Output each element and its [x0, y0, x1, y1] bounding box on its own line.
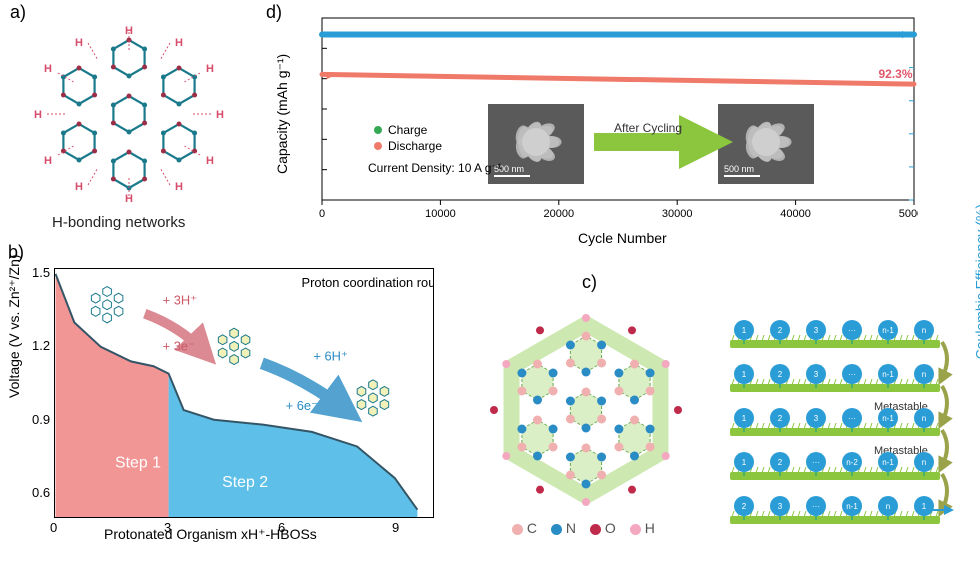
molecule-network: HHHHHHHHHHHH: [24, 24, 234, 204]
svg-text:H: H: [206, 63, 214, 75]
svg-text:···: ···: [848, 326, 856, 335]
svg-text:n-1: n-1: [882, 326, 894, 335]
svg-text:30000: 30000: [662, 208, 693, 220]
panel-a: a) HHHHHHHHHHHH H-bonding networks: [14, 4, 244, 234]
svg-text:H: H: [216, 109, 224, 121]
panel-b-ylabel: Voltage (V vs. Zn²⁺/Zn): [6, 254, 23, 398]
panel-d-ylabel-left: Capacity (mAh g⁻¹): [274, 54, 291, 174]
svg-text:n: n: [922, 458, 926, 467]
svg-text:H: H: [44, 63, 52, 75]
panel-d: d) Capacity (mAh g⁻¹) Coulombic Efficien…: [268, 4, 968, 264]
svg-text:H: H: [44, 155, 52, 167]
svg-text:0: 0: [319, 208, 325, 220]
panel-c-sequence: 123···n-1n123···n-1nMetastable123···n-1n…: [726, 314, 956, 534]
svg-text:n: n: [922, 370, 926, 379]
svg-text:3: 3: [778, 502, 783, 511]
svg-text:H: H: [175, 37, 183, 49]
svg-text:2: 2: [778, 370, 783, 379]
svg-text:···: ···: [848, 414, 856, 423]
svg-text:H: H: [175, 181, 183, 193]
svg-text:1: 1: [742, 414, 747, 423]
panel-d-ylabel-right: Coulombic Efficiency (%): [972, 204, 980, 359]
svg-text:+ 6e⁻: + 6e⁻: [286, 398, 318, 413]
svg-text:Step 2: Step 2: [222, 474, 268, 491]
svg-text:···: ···: [812, 502, 820, 511]
svg-text:+ 3e⁻: + 3e⁻: [163, 338, 195, 353]
panel-c-label: c): [582, 272, 597, 293]
panel-a-label: a): [10, 2, 26, 23]
svg-text:50000: 50000: [899, 208, 918, 220]
svg-text:2: 2: [778, 458, 783, 467]
proton-route-label: Proton coordination route: [302, 275, 434, 290]
svg-text:Step 1: Step 1: [115, 454, 161, 471]
svg-text:2: 2: [778, 326, 783, 335]
svg-text:20000: 20000: [544, 208, 575, 220]
svg-text:n: n: [886, 502, 890, 511]
panel-d-xlabel: Cycle Number: [578, 230, 667, 246]
panel-d-chart: 0501001502002503000204060801000100002000…: [318, 14, 918, 224]
panel-b: b) Voltage (V vs. Zn²⁺/Zn) Protonated Or…: [14, 268, 444, 558]
panel-a-caption: H-bonding networks: [52, 214, 185, 231]
svg-text:3: 3: [814, 414, 819, 423]
svg-text:H: H: [125, 25, 133, 37]
svg-text:H: H: [75, 181, 83, 193]
svg-text:n-2: n-2: [846, 458, 858, 467]
svg-text:n-1: n-1: [846, 502, 858, 511]
svg-text:H: H: [75, 37, 83, 49]
panel-c: c) C N O H 123···n-1n123···n-1nMetastabl…: [466, 300, 966, 560]
svg-text:H: H: [206, 155, 214, 167]
svg-text:1: 1: [922, 502, 927, 511]
svg-text:n-1: n-1: [882, 370, 894, 379]
svg-text:3: 3: [814, 326, 819, 335]
svg-text:10000: 10000: [425, 208, 456, 220]
svg-text:···: ···: [812, 458, 820, 467]
svg-text:2: 2: [778, 414, 783, 423]
svg-text:1: 1: [742, 458, 747, 467]
svg-text:+ 3H⁺: + 3H⁺: [163, 293, 197, 308]
svg-text:40000: 40000: [780, 208, 811, 220]
svg-text:+ 6H⁺: + 6H⁺: [313, 348, 347, 363]
svg-text:Discharge: Discharge: [388, 139, 442, 153]
svg-text:After Cycling: After Cycling: [614, 121, 682, 135]
svg-text:92.3%: 92.3%: [878, 67, 912, 81]
svg-text:H: H: [34, 109, 42, 121]
panel-c-hex: [476, 310, 696, 510]
panel-c-legend: C N O H: [512, 520, 669, 536]
svg-text:Charge: Charge: [388, 123, 428, 137]
svg-text:2: 2: [742, 502, 747, 511]
svg-text:n-1: n-1: [882, 414, 894, 423]
svg-text:500 nm: 500 nm: [724, 164, 754, 174]
svg-text:n: n: [922, 326, 926, 335]
panel-d-label: d): [266, 2, 282, 23]
panel-b-chart: Proton coordination route Step 1 Step 2 …: [54, 268, 434, 518]
svg-text:···: ···: [848, 370, 856, 379]
svg-text:Current Density: 10 A g⁻¹: Current Density: 10 A g⁻¹: [368, 161, 502, 175]
svg-text:3: 3: [814, 370, 819, 379]
svg-text:n-1: n-1: [882, 458, 894, 467]
svg-text:1: 1: [742, 370, 747, 379]
svg-text:n: n: [922, 414, 926, 423]
svg-text:1: 1: [742, 326, 747, 335]
